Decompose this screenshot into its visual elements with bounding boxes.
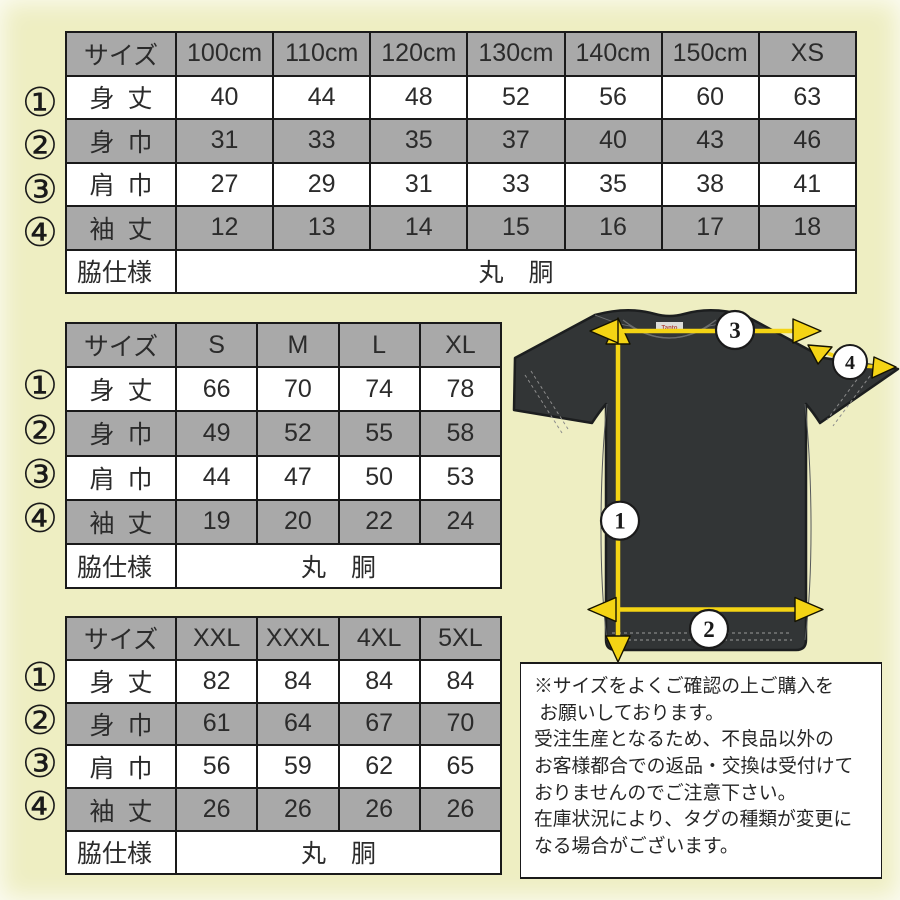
svg-text:2: 2: [703, 617, 715, 642]
svg-text:4: 4: [845, 352, 855, 374]
svg-text:1: 1: [614, 509, 626, 534]
svg-text:3: 3: [729, 318, 741, 343]
